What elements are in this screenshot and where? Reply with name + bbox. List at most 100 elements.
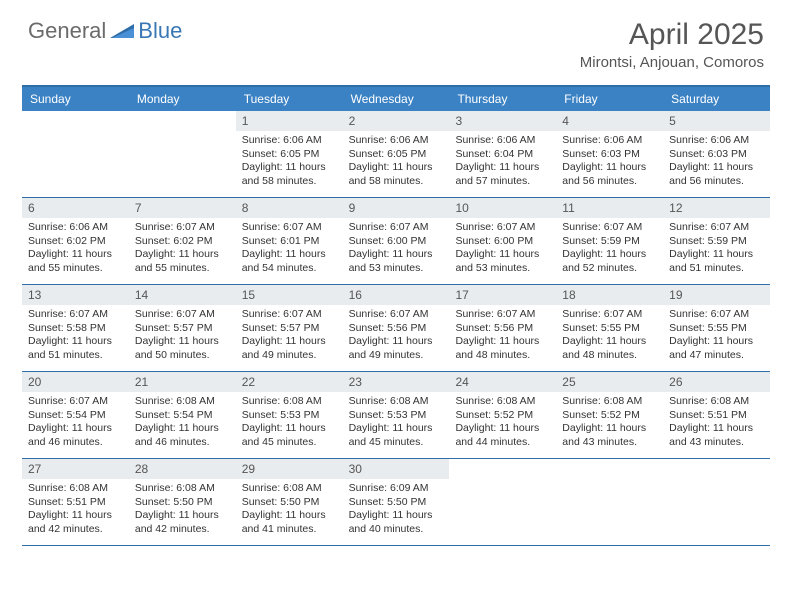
daylight-line: Daylight: 11 hours and 56 minutes. <box>562 161 657 188</box>
calendar-day-cell: 27Sunrise: 6:08 AMSunset: 5:51 PMDayligh… <box>22 459 129 545</box>
sunrise-line: Sunrise: 6:07 AM <box>349 308 444 322</box>
daylight-line: Daylight: 11 hours and 41 minutes. <box>242 509 337 536</box>
daylight-line: Daylight: 11 hours and 45 minutes. <box>242 422 337 449</box>
daylight-line: Daylight: 11 hours and 49 minutes. <box>242 335 337 362</box>
sunrise-line: Sunrise: 6:07 AM <box>242 221 337 235</box>
day-detail: Sunrise: 6:06 AMSunset: 6:03 PMDaylight:… <box>556 131 663 193</box>
sunset-line: Sunset: 5:56 PM <box>455 322 550 336</box>
sunset-line: Sunset: 5:50 PM <box>135 496 230 510</box>
calendar-day-cell: 17Sunrise: 6:07 AMSunset: 5:56 PMDayligh… <box>449 285 556 371</box>
sunset-line: Sunset: 5:51 PM <box>28 496 123 510</box>
day-number: 12 <box>663 198 770 218</box>
day-detail: Sunrise: 6:08 AMSunset: 5:53 PMDaylight:… <box>343 392 450 454</box>
day-number: 21 <box>129 372 236 392</box>
sunset-line: Sunset: 5:59 PM <box>562 235 657 249</box>
sunrise-line: Sunrise: 6:08 AM <box>135 482 230 496</box>
day-detail: Sunrise: 6:07 AMSunset: 5:55 PMDaylight:… <box>556 305 663 367</box>
calendar-day-cell: . <box>129 111 236 197</box>
calendar-day-cell: 9Sunrise: 6:07 AMSunset: 6:00 PMDaylight… <box>343 198 450 284</box>
calendar-day-cell: 6Sunrise: 6:06 AMSunset: 6:02 PMDaylight… <box>22 198 129 284</box>
calendar: SundayMondayTuesdayWednesdayThursdayFrid… <box>22 85 770 546</box>
daylight-line: Daylight: 11 hours and 51 minutes. <box>28 335 123 362</box>
sunset-line: Sunset: 5:50 PM <box>242 496 337 510</box>
day-number: 11 <box>556 198 663 218</box>
calendar-day-cell: 20Sunrise: 6:07 AMSunset: 5:54 PMDayligh… <box>22 372 129 458</box>
daylight-line: Daylight: 11 hours and 53 minutes. <box>455 248 550 275</box>
sunset-line: Sunset: 5:53 PM <box>242 409 337 423</box>
calendar-day-cell: 3Sunrise: 6:06 AMSunset: 6:04 PMDaylight… <box>449 111 556 197</box>
calendar-week-row: ..1Sunrise: 6:06 AMSunset: 6:05 PMDaylig… <box>22 111 770 198</box>
calendar-day-cell: 26Sunrise: 6:08 AMSunset: 5:51 PMDayligh… <box>663 372 770 458</box>
sunset-line: Sunset: 5:52 PM <box>562 409 657 423</box>
calendar-header-row: SundayMondayTuesdayWednesdayThursdayFrid… <box>22 87 770 111</box>
daylight-line: Daylight: 11 hours and 45 minutes. <box>349 422 444 449</box>
sunset-line: Sunset: 5:51 PM <box>669 409 764 423</box>
sunset-line: Sunset: 5:56 PM <box>349 322 444 336</box>
day-detail: Sunrise: 6:07 AMSunset: 5:59 PMDaylight:… <box>556 218 663 280</box>
sunrise-line: Sunrise: 6:07 AM <box>562 221 657 235</box>
calendar-day-cell: 30Sunrise: 6:09 AMSunset: 5:50 PMDayligh… <box>343 459 450 545</box>
calendar-day-cell: 24Sunrise: 6:08 AMSunset: 5:52 PMDayligh… <box>449 372 556 458</box>
calendar-day-cell: . <box>449 459 556 545</box>
day-detail: Sunrise: 6:08 AMSunset: 5:53 PMDaylight:… <box>236 392 343 454</box>
day-number: 26 <box>663 372 770 392</box>
calendar-day-cell: 12Sunrise: 6:07 AMSunset: 5:59 PMDayligh… <box>663 198 770 284</box>
daylight-line: Daylight: 11 hours and 46 minutes. <box>28 422 123 449</box>
day-number: 22 <box>236 372 343 392</box>
daylight-line: Daylight: 11 hours and 57 minutes. <box>455 161 550 188</box>
sunset-line: Sunset: 6:01 PM <box>242 235 337 249</box>
title-block: April 2025 Mirontsi, Anjouan, Comoros <box>580 18 764 71</box>
daylight-line: Daylight: 11 hours and 46 minutes. <box>135 422 230 449</box>
sunrise-line: Sunrise: 6:07 AM <box>242 308 337 322</box>
daylight-line: Daylight: 11 hours and 54 minutes. <box>242 248 337 275</box>
calendar-day-cell: 2Sunrise: 6:06 AMSunset: 6:05 PMDaylight… <box>343 111 450 197</box>
sunset-line: Sunset: 5:54 PM <box>28 409 123 423</box>
day-number: 3 <box>449 111 556 131</box>
day-number: 14 <box>129 285 236 305</box>
sunset-line: Sunset: 5:55 PM <box>562 322 657 336</box>
day-detail: Sunrise: 6:07 AMSunset: 5:56 PMDaylight:… <box>449 305 556 367</box>
day-detail: Sunrise: 6:07 AMSunset: 6:02 PMDaylight:… <box>129 218 236 280</box>
sunset-line: Sunset: 5:54 PM <box>135 409 230 423</box>
calendar-day-cell: 8Sunrise: 6:07 AMSunset: 6:01 PMDaylight… <box>236 198 343 284</box>
day-number: 25 <box>556 372 663 392</box>
sunset-line: Sunset: 6:04 PM <box>455 148 550 162</box>
sunrise-line: Sunrise: 6:08 AM <box>28 482 123 496</box>
daylight-line: Daylight: 11 hours and 58 minutes. <box>242 161 337 188</box>
day-detail: Sunrise: 6:06 AMSunset: 6:04 PMDaylight:… <box>449 131 556 193</box>
daylight-line: Daylight: 11 hours and 43 minutes. <box>562 422 657 449</box>
sunset-line: Sunset: 6:03 PM <box>562 148 657 162</box>
daylight-line: Daylight: 11 hours and 56 minutes. <box>669 161 764 188</box>
day-number: 15 <box>236 285 343 305</box>
day-number: 17 <box>449 285 556 305</box>
day-detail: Sunrise: 6:07 AMSunset: 6:01 PMDaylight:… <box>236 218 343 280</box>
sunset-line: Sunset: 6:02 PM <box>28 235 123 249</box>
day-number: 27 <box>22 459 129 479</box>
day-detail: Sunrise: 6:07 AMSunset: 6:00 PMDaylight:… <box>343 218 450 280</box>
calendar-day-cell: 23Sunrise: 6:08 AMSunset: 5:53 PMDayligh… <box>343 372 450 458</box>
sunrise-line: Sunrise: 6:06 AM <box>349 134 444 148</box>
day-detail: Sunrise: 6:08 AMSunset: 5:51 PMDaylight:… <box>22 479 129 541</box>
logo-text-blue: Blue <box>138 18 182 44</box>
sunset-line: Sunset: 5:52 PM <box>455 409 550 423</box>
weekday-header: Friday <box>556 87 663 111</box>
sunrise-line: Sunrise: 6:08 AM <box>562 395 657 409</box>
sunset-line: Sunset: 6:05 PM <box>242 148 337 162</box>
sunrise-line: Sunrise: 6:08 AM <box>135 395 230 409</box>
calendar-day-cell: 11Sunrise: 6:07 AMSunset: 5:59 PMDayligh… <box>556 198 663 284</box>
day-detail: Sunrise: 6:07 AMSunset: 5:59 PMDaylight:… <box>663 218 770 280</box>
day-detail: Sunrise: 6:07 AMSunset: 5:58 PMDaylight:… <box>22 305 129 367</box>
sunrise-line: Sunrise: 6:07 AM <box>455 308 550 322</box>
daylight-line: Daylight: 11 hours and 51 minutes. <box>669 248 764 275</box>
day-detail: Sunrise: 6:07 AMSunset: 5:56 PMDaylight:… <box>343 305 450 367</box>
calendar-day-cell: 7Sunrise: 6:07 AMSunset: 6:02 PMDaylight… <box>129 198 236 284</box>
sunrise-line: Sunrise: 6:07 AM <box>135 221 230 235</box>
calendar-week-row: 20Sunrise: 6:07 AMSunset: 5:54 PMDayligh… <box>22 372 770 459</box>
sunrise-line: Sunrise: 6:07 AM <box>562 308 657 322</box>
day-number: 16 <box>343 285 450 305</box>
day-detail: Sunrise: 6:06 AMSunset: 6:05 PMDaylight:… <box>236 131 343 193</box>
calendar-day-cell: . <box>556 459 663 545</box>
sunrise-line: Sunrise: 6:07 AM <box>669 308 764 322</box>
day-number: 1 <box>236 111 343 131</box>
sunrise-line: Sunrise: 6:06 AM <box>455 134 550 148</box>
